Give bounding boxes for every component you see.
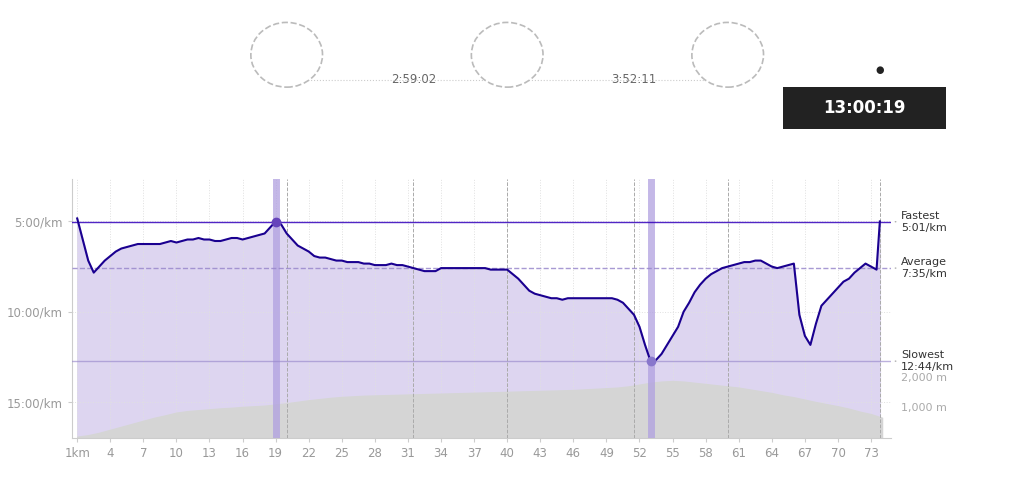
Text: 2:59:02: 2:59:02 (391, 73, 436, 86)
Text: 1,000 m: 1,000 m (901, 403, 946, 413)
Text: Slowest
12:44/km: Slowest 12:44/km (901, 350, 954, 373)
Text: 3:52:11: 3:52:11 (611, 73, 656, 86)
Text: 6:30:30: 6:30:30 (480, 42, 534, 55)
Text: 20 km: 20 km (268, 61, 305, 74)
Text: Fastest
5:01/km: Fastest 5:01/km (901, 211, 946, 233)
Text: Average
7:35/km: Average 7:35/km (901, 257, 947, 279)
Text: 40 km: 40 km (488, 61, 525, 74)
Text: 60 km: 60 km (710, 61, 746, 74)
Text: 2,000 m: 2,000 m (901, 373, 947, 383)
Text: 10:22:41: 10:22:41 (696, 42, 759, 55)
Text: ●: ● (876, 65, 884, 75)
Text: 13:00:19: 13:00:19 (823, 99, 906, 117)
Text: 3:31:28: 3:31:28 (260, 42, 313, 55)
